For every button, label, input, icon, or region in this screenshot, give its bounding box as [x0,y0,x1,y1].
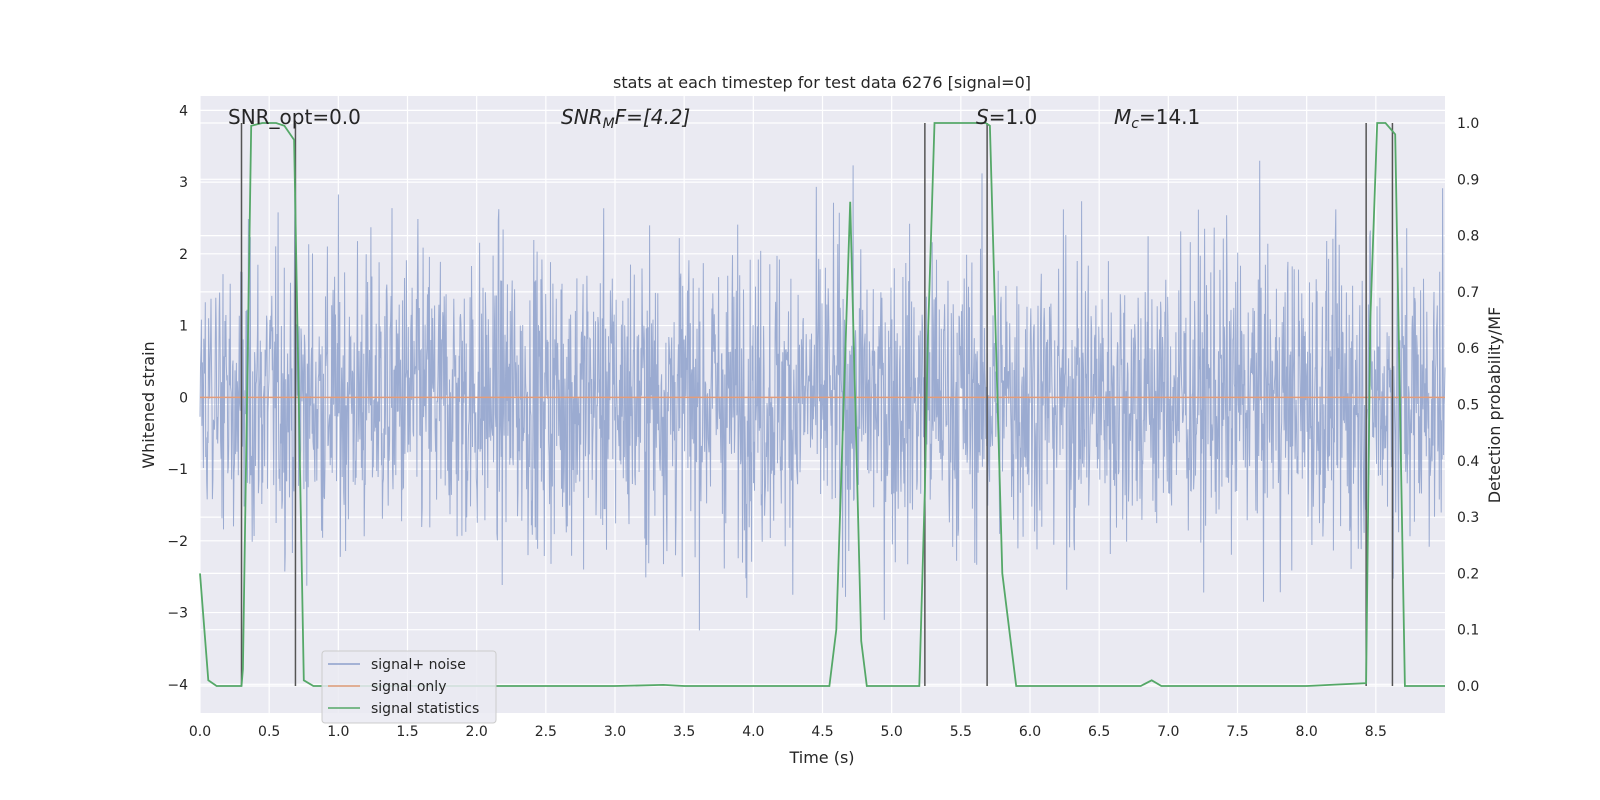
y-left-tick-label-5: 1 [179,319,188,335]
x-tick-label-9: 4.5 [811,724,833,740]
annotation-mc: Mc=14.1 [1114,105,1200,132]
y-right-tick-label-4: 0.4 [1457,454,1479,470]
x-tick-label-5: 2.5 [535,724,557,740]
x-tick-label-7: 3.5 [673,724,695,740]
y-right-tick-label-3: 0.3 [1457,510,1479,526]
legend-box [321,650,497,724]
annotation-mc-name: M [1114,105,1131,129]
y-left-tick-label-2: −2 [167,534,188,550]
y-left-tick-label-8: 4 [179,103,188,119]
x-tick-label-1: 0.5 [258,724,280,740]
annotation-s: S=1.0 [976,105,1037,129]
annotation-snr-opt: SNR_opt=0.0 [228,105,361,129]
y-right-tick-label-6: 0.6 [1457,341,1479,357]
y-left-tick-label-1: −3 [167,606,188,622]
y-left-tick-label-4: 0 [179,390,188,406]
y-right-axis-label: Detection probability/MF [1485,307,1504,504]
y-right-tick-label-2: 0.2 [1457,566,1479,582]
y-left-tick-label-7: 3 [179,175,188,191]
annotation-snr-mf-rest: F=[4.2] [615,105,691,129]
x-tick-label-15: 7.5 [1226,724,1248,740]
x-tick-label-13: 6.5 [1088,724,1110,740]
x-tick-label-12: 6.0 [1019,724,1041,740]
y-left-tick-label-6: 2 [179,247,188,263]
x-tick-label-11: 5.5 [950,724,972,740]
chart-title: stats at each timestep for test data 627… [613,73,1031,92]
y-right-tick-labels: 0.0 0.1 0.2 0.3 0.4 0.5 0.6 0.7 0.8 0.9 1.0 [1457,116,1479,695]
x-tick-label-14: 7.0 [1157,724,1179,740]
x-tick-label-17: 8.5 [1365,724,1387,740]
legend-label-signal-statistics: signal statistics [371,701,479,717]
x-tick-label-4: 2.0 [466,724,488,740]
x-tick-label-6: 3.0 [604,724,626,740]
series-signal-statistics [199,122,1445,687]
y-right-tick-label-0: 0.0 [1457,679,1479,695]
x-axis-label: Time (s) [788,748,854,767]
annotation-snr-mf-name: SNR [561,105,603,129]
x-tick-label-2: 1.0 [327,724,349,740]
x-tick-label-8: 4.0 [742,724,764,740]
y-right-tick-label-7: 0.7 [1457,285,1479,301]
y-right-tick-label-10: 1.0 [1457,116,1479,132]
annotation-mc-sub: c [1131,116,1139,132]
annotation-snr-mf: SNRMF=[4.2] [561,105,690,132]
x-tick-label-10: 5.0 [881,724,903,740]
annotation-snr-mf-sub: M [603,116,615,132]
y-right-tick-label-9: 0.9 [1457,172,1479,188]
x-tick-labels: 0.0 0.5 1.0 1.5 2.0 2.5 3.0 3.5 4.0 4.5 5.0 5.5 6.0 6… [189,724,1387,740]
annotation-s-rest: =1.0 [989,105,1038,129]
annotation-mc-rest: =14.1 [1139,105,1200,129]
x-tick-label-0: 0.0 [189,724,211,740]
legend: signal+ noise signal only signal statist… [321,650,497,724]
legend-label-signal-only: signal only [371,679,446,695]
x-tick-label-16: 8.0 [1296,724,1318,740]
y-left-tick-labels: −4 −3 −2 −1 0 1 2 3 4 [167,103,188,693]
y-left-axis-label: Whitened strain [139,341,158,468]
x-tick-label-3: 1.5 [396,724,418,740]
y-right-tick-label-5: 0.5 [1457,398,1479,414]
y-left-tick-label-3: −1 [167,462,188,478]
y-left-tick-label-0: −4 [167,677,188,693]
y-right-tick-label-8: 0.8 [1457,229,1479,245]
annotation-s-name: S [976,105,989,129]
legend-label-signal-noise: signal+ noise [371,657,466,673]
y-right-tick-label-1: 0.1 [1457,623,1479,639]
